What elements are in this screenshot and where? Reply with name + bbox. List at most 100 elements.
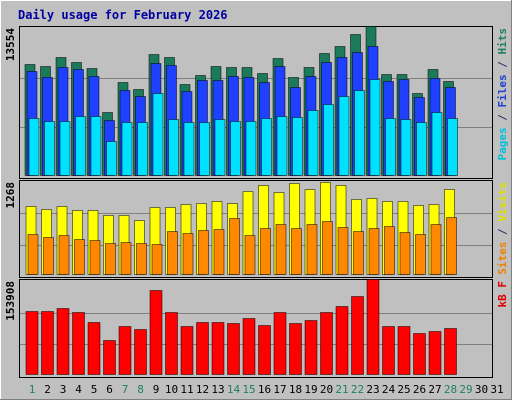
legend-part: Sites	[496, 242, 509, 275]
bar-pages	[354, 90, 365, 176]
bar-sites	[291, 228, 302, 275]
bar-sites	[182, 233, 194, 275]
day-label: 2	[44, 383, 51, 396]
day-label: 7	[122, 383, 129, 396]
bar-kb-f	[196, 322, 209, 375]
bar-sites	[229, 218, 240, 275]
legend-part: /	[496, 55, 509, 75]
bar-pages	[44, 121, 55, 176]
day-label: 24	[382, 383, 396, 396]
bar-kb-f	[56, 308, 70, 375]
bar-kb-f	[25, 311, 39, 375]
day-label: 29	[459, 383, 472, 396]
day-label: 15	[242, 383, 255, 396]
bar-pages	[183, 122, 195, 176]
bar-kb-f	[87, 322, 101, 375]
bar-kb-f	[258, 325, 271, 375]
day-label: 26	[413, 383, 426, 396]
bar-pages	[338, 96, 350, 176]
bar-kb-f	[320, 312, 333, 375]
bar-kb-f	[242, 318, 256, 375]
bar-kb-f	[149, 290, 163, 375]
bar-pages	[152, 93, 164, 176]
day-label: 10	[165, 383, 178, 396]
bar-sites	[415, 234, 426, 275]
day-label: 18	[289, 383, 302, 396]
bar-kb-f	[382, 326, 395, 375]
panel-visits-sites-legend: Sites / Visits	[496, 182, 509, 275]
bar-pages	[400, 119, 412, 176]
panel-pages-files-hits-max-label: 13554	[4, 28, 17, 61]
bar-pages	[90, 116, 102, 176]
bar-sites	[198, 230, 209, 275]
legend-part: Pages	[496, 127, 509, 160]
bar-kb-f	[41, 311, 54, 375]
day-label: 17	[273, 383, 286, 396]
panel-pages-files-hits-legend: Pages / Files / Hits	[496, 28, 509, 161]
day-label: 5	[91, 383, 98, 396]
bar-pages	[168, 119, 179, 176]
chart-title: Daily usage for February 2026	[18, 8, 228, 22]
bar-sites	[27, 234, 39, 275]
day-label: 27	[428, 383, 441, 396]
bar-pages	[137, 122, 148, 176]
bar-kb-f	[444, 328, 457, 375]
bar-sites	[322, 221, 333, 275]
bar-sites	[353, 231, 364, 275]
bar-sites	[244, 235, 256, 275]
day-label: 11	[180, 383, 193, 396]
day-label: 23	[366, 383, 379, 396]
bar-pages	[199, 122, 210, 176]
bar-pages	[28, 118, 40, 176]
bar-sites	[167, 231, 178, 275]
bar-kb-f	[428, 331, 442, 375]
legend-part: Hits	[496, 28, 509, 55]
bar-sites	[105, 243, 116, 275]
bar-kb-f	[397, 326, 411, 375]
bar-sites	[446, 217, 457, 275]
day-label: 19	[304, 383, 317, 396]
bar-sites	[275, 224, 287, 275]
bar-pages	[245, 121, 257, 176]
bar-sites	[151, 244, 163, 275]
day-label: 13	[211, 383, 224, 396]
bar-kb-f	[72, 312, 85, 375]
bar-pages	[323, 104, 334, 176]
bar-kb-f	[351, 296, 364, 375]
bar-sites	[89, 240, 101, 275]
bar-kb-f	[165, 312, 178, 375]
bar-pages	[447, 118, 458, 176]
day-label: 28	[444, 383, 457, 396]
panel-kbytes-max-label: 153908	[4, 281, 17, 321]
bar-sites	[399, 232, 411, 275]
day-label: 25	[397, 383, 410, 396]
bar-kb-f	[227, 323, 240, 375]
bar-pages	[75, 116, 86, 176]
panel-kbytes-legend: kB F	[496, 281, 509, 308]
bar-kb-f	[118, 326, 132, 375]
bar-kb-f	[103, 340, 116, 375]
day-label: 16	[258, 383, 271, 396]
day-label: 31	[490, 383, 503, 396]
day-label: 6	[106, 383, 113, 396]
legend-part: kB F	[496, 281, 509, 308]
bar-kb-f	[304, 320, 318, 375]
legend-part: /	[496, 108, 509, 128]
bar-pages	[431, 112, 443, 176]
bar-sites	[384, 226, 395, 275]
bar-pages	[214, 119, 226, 176]
day-label: 4	[75, 383, 82, 396]
legend-part: Visits	[496, 182, 509, 222]
bar-kb-f	[335, 306, 349, 375]
bar-sites	[260, 228, 271, 275]
bar-pages	[230, 121, 241, 176]
bar-sites	[120, 242, 132, 275]
bar-kb-f	[180, 326, 194, 375]
bar-kb-f	[273, 312, 287, 375]
day-label: 12	[196, 383, 209, 396]
legend-part: /	[496, 222, 509, 242]
bar-sites	[430, 224, 442, 275]
bar-pages	[276, 116, 288, 176]
